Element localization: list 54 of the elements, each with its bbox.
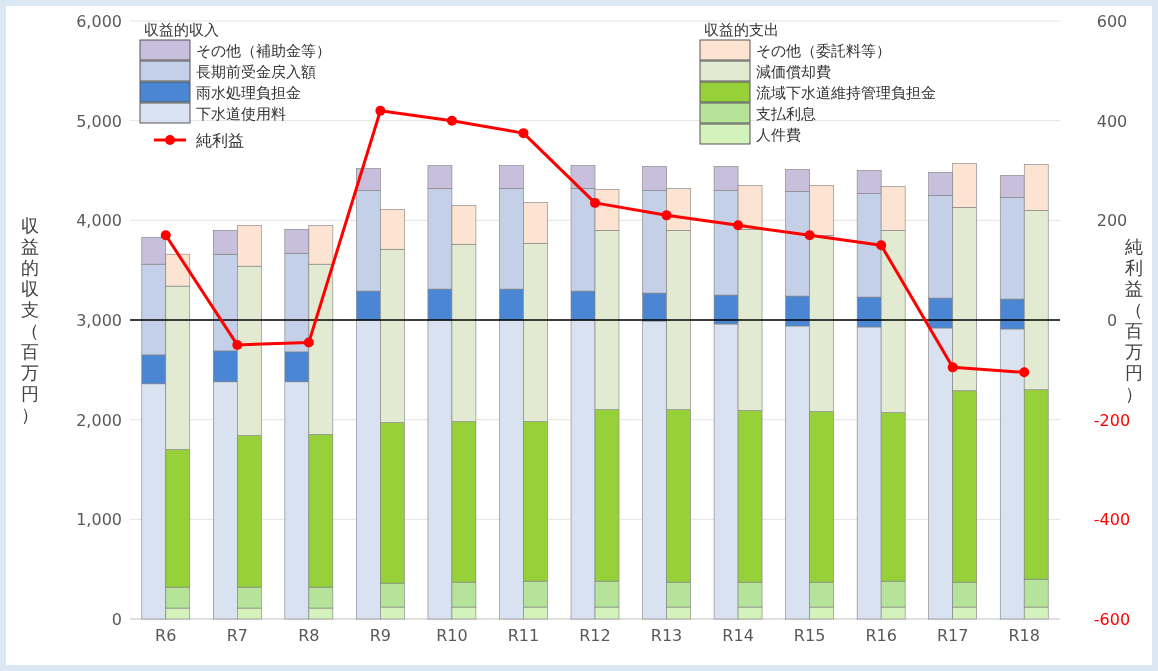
legend-label: その他（補助金等） — [196, 42, 331, 60]
y2-tick-label: 200 — [1096, 211, 1128, 231]
x-tick-label: R6 — [155, 626, 177, 645]
point — [590, 197, 600, 208]
point — [375, 105, 386, 116]
point — [160, 230, 171, 241]
x-tick-label: R18 — [1008, 626, 1040, 645]
x-tick-label: R8 — [298, 626, 320, 645]
point — [661, 210, 672, 221]
point — [303, 337, 314, 348]
legend-label: 雨水処理負担金 — [196, 84, 301, 102]
y2-tick-label: 400 — [1096, 111, 1128, 131]
text: 収益的収支（百万円） — [21, 214, 39, 425]
y-tick-label: 3,000 — [76, 311, 122, 330]
x-tick-label: R10 — [436, 626, 468, 645]
legend-label: 支払利息 — [756, 105, 816, 123]
x-tick-label: R16 — [865, 626, 897, 645]
legend-title: 収益的収入 — [144, 21, 219, 39]
point — [947, 362, 958, 373]
legend-title: 収益的支出 — [704, 21, 779, 39]
point — [804, 230, 815, 241]
x-tick-label: R14 — [722, 626, 754, 645]
legend-label: 人件費 — [756, 126, 801, 144]
y2-tick-label: 0 — [1106, 311, 1118, 330]
x-tick-label: R9 — [369, 626, 392, 645]
y2-tick-label: -200 — [1093, 410, 1131, 430]
x-tick-label: R11 — [507, 626, 540, 645]
x-tick-label: R12 — [579, 626, 611, 645]
y-tick-label: 4,000 — [76, 211, 122, 231]
legend-label: 純利益 — [196, 131, 244, 150]
x-tick-label: R15 — [793, 626, 826, 645]
y-tick-label: 1,000 — [76, 510, 122, 530]
y-tick-label: 6,000 — [76, 12, 122, 31]
y2-tick-label: -600 — [1093, 610, 1131, 629]
legend-label: 長期前受金戻入額 — [196, 63, 316, 81]
y2-tick-label: -400 — [1093, 510, 1131, 530]
y2-tick-label: 600 — [1096, 12, 1128, 31]
y2-axis-title: 純利益（百万円） — [1125, 235, 1143, 404]
point — [232, 339, 243, 350]
point — [1019, 367, 1030, 378]
y-tick-label: 2,000 — [76, 410, 122, 430]
y-tick-label: 5,000 — [76, 111, 122, 131]
point — [876, 240, 887, 251]
legend-label: 下水道使用料 — [196, 105, 286, 123]
point — [446, 115, 457, 126]
legend-label: 減価償却費 — [756, 63, 831, 81]
legend-label: 流域下水道維持管理負担金 — [756, 84, 936, 102]
point — [733, 220, 744, 231]
point — [518, 128, 529, 139]
y-tick-label: 0 — [111, 610, 122, 629]
legend-label: その他（委託料等） — [756, 42, 891, 60]
x-tick-label: R13 — [650, 626, 683, 645]
x-tick-label: R7 — [226, 626, 248, 645]
x-tick-label: R17 — [936, 626, 969, 645]
